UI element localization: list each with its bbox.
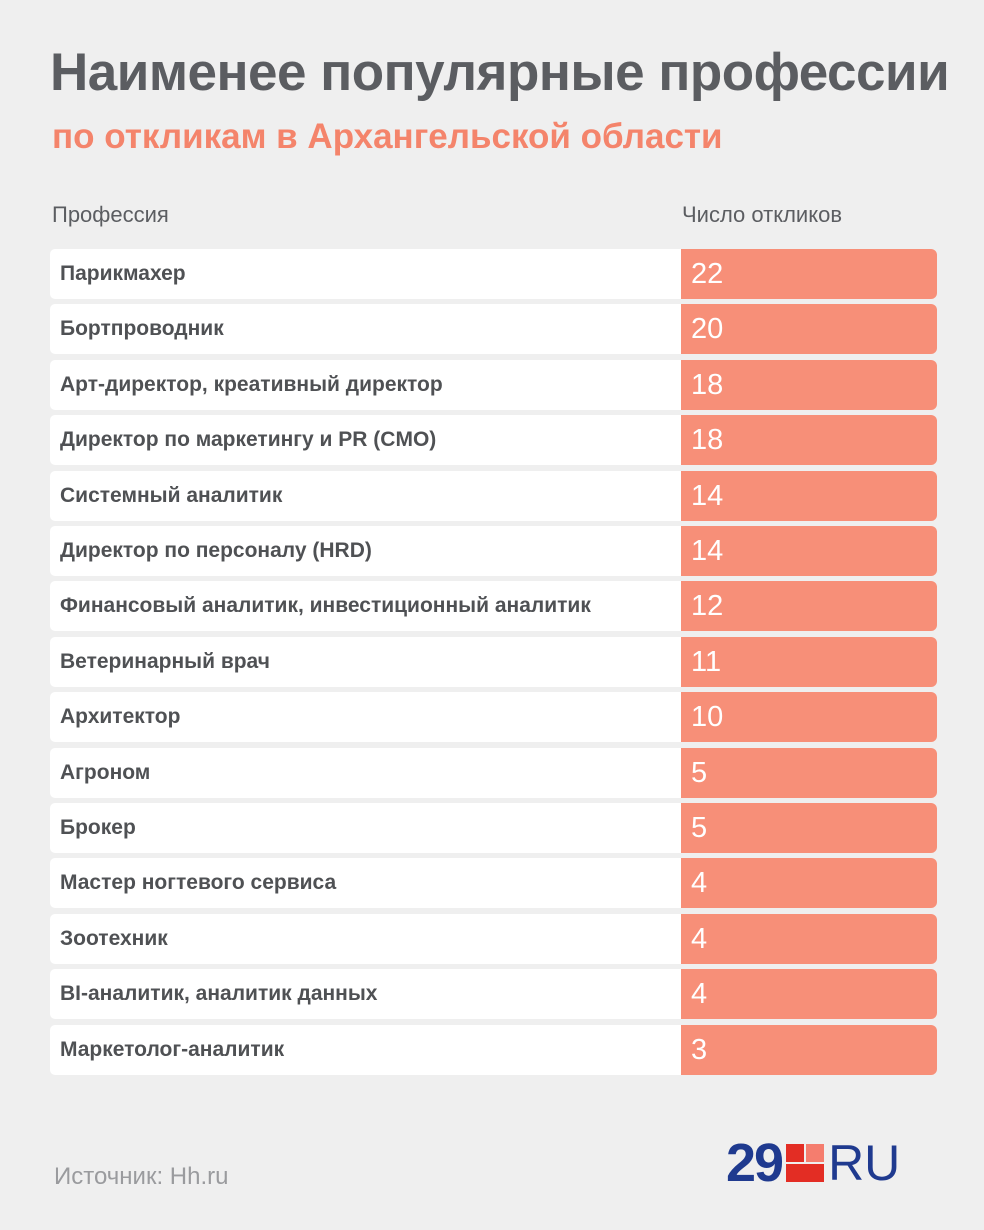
table-row: Агроном 5 (50, 748, 937, 798)
source-note: Источник: Hh.ru (54, 1163, 229, 1190)
row-label-cell: Маркетолог-аналитик (50, 1025, 682, 1075)
row-label-cell: Директор по маркетингу и PR (CMO) (50, 415, 682, 465)
response-count: 14 (691, 480, 724, 512)
row-label-cell: Брокер (50, 803, 682, 853)
logo-suffix: RU (828, 1135, 901, 1191)
response-count: 12 (691, 590, 724, 622)
row-value-bar: 18 (681, 415, 937, 465)
response-count: 3 (691, 1034, 708, 1066)
logo-number: 29 (726, 1133, 784, 1193)
table-row: Директор по персоналу (HRD) 14 (50, 526, 937, 576)
profession-label: Ветеринарный врач (60, 650, 270, 673)
profession-label: Арт-директор, креативный директор (60, 373, 443, 396)
response-count: 22 (691, 258, 724, 290)
row-value-bar: 4 (681, 969, 937, 1019)
table-row: Директор по маркетингу и PR (CMO) 18 (50, 415, 937, 465)
response-count: 11 (691, 646, 722, 678)
row-value-bar: 12 (681, 581, 937, 631)
profession-label: Финансовый аналитик, инвестиционный анал… (60, 594, 591, 617)
table-row: Системный аналитик 14 (50, 471, 937, 521)
row-label-cell: Системный аналитик (50, 471, 682, 521)
profession-label: Бортпроводник (60, 317, 224, 340)
profession-label: Парикмахер (60, 262, 186, 285)
row-value-bar: 14 (681, 471, 937, 521)
row-label-cell: Директор по персоналу (HRD) (50, 526, 682, 576)
profession-label: Мастер ногтевого сервиса (60, 871, 337, 894)
brand-logo: 29 RU (726, 1133, 901, 1193)
chart-title: Наименее популярные профессии (50, 43, 950, 102)
response-count: 18 (691, 369, 724, 401)
table-row: Финансовый аналитик, инвестиционный анал… (50, 581, 937, 631)
table-row: Маркетолог-аналитик 3 (50, 1025, 937, 1075)
table-row: Арт-директор, креативный директор 18 (50, 360, 937, 410)
row-label-cell: Арт-директор, креативный директор (50, 360, 682, 410)
row-label-cell: Ветеринарный врач (50, 637, 682, 687)
row-label-cell: Финансовый аналитик, инвестиционный анал… (50, 581, 682, 631)
table-row: Зоотехник 4 (50, 914, 937, 964)
profession-label: Директор по персоналу (HRD) (60, 539, 372, 562)
table-row: Мастер ногтевого сервиса 4 (50, 858, 937, 908)
row-value-bar: 4 (681, 914, 937, 964)
response-count: 20 (691, 313, 724, 345)
row-value-bar: 4 (681, 858, 937, 908)
row-value-bar: 5 (681, 748, 937, 798)
table-row: Брокер 5 (50, 803, 937, 853)
row-value-bar: 3 (681, 1025, 937, 1075)
profession-label: Агроном (60, 761, 151, 784)
row-value-bar: 20 (681, 304, 937, 354)
profession-label: Архитектор (60, 705, 181, 728)
response-count: 14 (691, 535, 724, 567)
response-count: 4 (691, 978, 708, 1010)
row-label-cell: Архитектор (50, 692, 682, 742)
response-count: 10 (691, 701, 724, 733)
profession-label: Маркетолог-аналитик (60, 1038, 285, 1061)
profession-label: Брокер (60, 816, 136, 839)
logo-square-icon (786, 1144, 825, 1182)
response-count: 4 (691, 867, 708, 899)
row-label-cell: BI-аналитик, аналитик данных (50, 969, 682, 1019)
response-count: 5 (691, 757, 708, 789)
row-label-cell: Мастер ногтевого сервиса (50, 858, 682, 908)
profession-label: Директор по маркетингу и PR (CMO) (60, 428, 437, 451)
table-row: Бортпроводник 20 (50, 304, 937, 354)
row-value-bar: 18 (681, 360, 937, 410)
row-value-bar: 10 (681, 692, 937, 742)
column-header-profession: Профессия (52, 202, 169, 227)
column-header-responses: Число откликов (682, 202, 843, 227)
row-value-bar: 14 (681, 526, 937, 576)
profession-label: BI-аналитик, аналитик данных (60, 982, 378, 1005)
row-label-cell: Бортпроводник (50, 304, 682, 354)
table-row: Архитектор 10 (50, 692, 937, 742)
table-row: Парикмахер 22 (50, 249, 937, 299)
row-value-bar: 5 (681, 803, 937, 853)
row-label-cell: Агроном (50, 748, 682, 798)
row-value-bar: 11 (681, 637, 937, 687)
table-row: BI-аналитик, аналитик данных 4 (50, 969, 937, 1019)
response-count: 18 (691, 424, 724, 456)
row-label-cell: Зоотехник (50, 914, 682, 964)
response-count: 4 (691, 923, 708, 955)
response-count: 5 (691, 812, 708, 844)
profession-label: Системный аналитик (60, 484, 283, 507)
row-label-cell: Парикмахер (50, 249, 682, 299)
table-row: Ветеринарный врач 11 (50, 637, 937, 687)
chart-subtitle: по откликам в Архангельской области (52, 117, 723, 156)
row-value-bar: 22 (681, 249, 937, 299)
profession-label: Зоотехник (60, 927, 168, 950)
